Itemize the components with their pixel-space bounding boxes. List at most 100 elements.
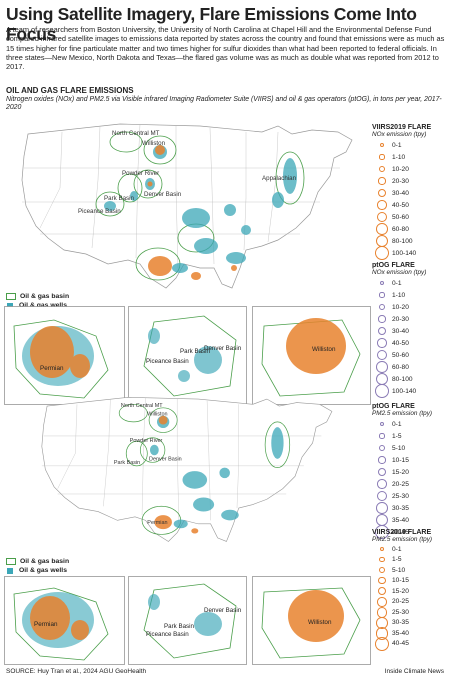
legend-subtitle: PM2.5 emission (tpy) <box>372 536 433 543</box>
legend-label: 40-45 <box>392 640 409 648</box>
legend-circle-icon <box>380 547 384 552</box>
legend-label: 10-20 <box>392 303 409 311</box>
legend-circle-icon <box>376 349 388 361</box>
legend-label: 100-140 <box>392 387 417 395</box>
label-powder-river: Powder River <box>122 170 159 177</box>
legend-item: 15-20 <box>372 586 432 597</box>
legend-circle-icon <box>376 361 388 373</box>
basin-swatch <box>6 293 16 300</box>
label2-powder-river: Powder River <box>130 438 163 444</box>
legend-circle-icon <box>378 177 386 185</box>
legend-circle-icon <box>375 384 389 398</box>
legend-label: 1-5 <box>392 432 402 440</box>
label2-park-basin: Park Basin <box>114 460 140 466</box>
legend-circle-icon <box>376 223 388 235</box>
legend-label: 10-15 <box>392 456 409 464</box>
legend-item: 40-50 <box>372 199 431 211</box>
inset-label-permian: Permian <box>40 365 64 372</box>
legend-label: 40-45 <box>392 528 409 536</box>
legend-label: 30-35 <box>392 504 409 512</box>
legend-item: 100-140 <box>372 246 431 260</box>
legend-item: 40-45 <box>372 525 432 539</box>
legend-circle-icon <box>375 525 389 539</box>
legend-item: 1-5 <box>372 430 432 442</box>
label-williston: Williston <box>142 140 166 147</box>
legend-label: 50-60 <box>392 351 409 359</box>
credit: Inside Climate News <box>384 668 444 675</box>
legend-viirs-nox: VIIRS2019 FLARE NOx emission (tpy) 0-1 1-10… <box>372 124 431 260</box>
legend-item: 20-30 <box>372 175 431 187</box>
inset2-label-park-basin: Park Basin <box>164 623 194 630</box>
legend-circle-icon <box>378 567 386 574</box>
legend-item: 40-50 <box>372 337 426 349</box>
legend-item: 10-20 <box>372 301 426 313</box>
legend-label: 35-40 <box>392 516 409 524</box>
legend-label: 30-35 <box>392 619 409 627</box>
legend-label: 40-50 <box>392 339 409 347</box>
legend-circle-icon <box>378 303 386 311</box>
legend-label: 80-100 <box>392 375 413 383</box>
inset2-label-piceance-basin: Piceance Basin <box>146 631 189 638</box>
legend-label: 60-80 <box>392 363 409 371</box>
legend-item: 100-140 <box>372 384 426 398</box>
section-title: OIL AND GAS FLARE EMISSIONS <box>6 86 134 95</box>
legend-label: 20-25 <box>392 598 409 606</box>
legend-label: 0-1 <box>392 279 402 287</box>
legend-title: VIIRS2019 FLARE <box>372 529 432 536</box>
inset2-label-williston: Williston <box>308 619 332 626</box>
legend-circle-icon <box>377 467 387 477</box>
legend-subtitle: PM2.5 emission (tpy) <box>372 410 433 417</box>
wells-swatch <box>7 302 13 309</box>
legend-circle-icon <box>379 292 385 298</box>
legend-item: 5-10 <box>372 442 432 454</box>
legend-circle-icon <box>375 636 389 651</box>
legend-label: 60-80 <box>392 225 409 233</box>
intro-text: A team of researchers from Boston Univer… <box>6 25 445 72</box>
legend-circle-icon <box>377 326 387 336</box>
legend-title: ptOG FLARE <box>372 403 415 410</box>
legend-item: 20-30 <box>372 313 426 325</box>
legend-subtitle: NOx emission (tpy) <box>372 131 427 138</box>
legend-label: 25-30 <box>392 492 409 500</box>
legend-item: 5-10 <box>372 565 432 576</box>
legend-label: 80-100 <box>392 237 413 245</box>
legend-label: 50-60 <box>392 213 409 221</box>
legend-circle-icon <box>377 200 387 210</box>
legend-label: 25-30 <box>392 608 409 616</box>
map-key-top: Oil & gas basin Oil & gas wells <box>6 292 69 310</box>
us-map-nox-svg: North Central MT Williston Powder River … <box>21 123 353 289</box>
inset-label-park-basin: Park Basin <box>180 348 210 355</box>
legend-ptog-nox: ptOG FLARE NOx emission (tpy) 0-1 1-10 10-20… <box>372 262 427 398</box>
legend-circle-icon <box>378 315 386 323</box>
legend-label: 100-140 <box>392 249 417 257</box>
label-denver-basin: Denver Basin <box>144 191 182 198</box>
key2-basin-label: Oil & gas basin <box>20 558 70 565</box>
legend-circle-icon <box>379 557 385 563</box>
legend-circle-icon <box>380 281 384 285</box>
legend-label: 0-1 <box>392 545 402 553</box>
inset-row-nox: Permian Park Basin Denver Basin Piceance… <box>4 306 371 405</box>
legend-item: 30-40 <box>372 187 431 199</box>
legend-label: 5-10 <box>392 444 406 452</box>
legend-label: 40-50 <box>392 201 409 209</box>
map-key-bottom: Oil & gas basin Oil & gas wells <box>6 557 69 575</box>
key-basin-label: Oil & gas basin <box>20 293 70 300</box>
label-north-central-mt: North Central MT <box>112 130 160 137</box>
legend-subtitle: NOx emission (tpy) <box>372 269 427 276</box>
legend-item: 0-1 <box>372 418 432 430</box>
legend-viirs-pm25: VIIRS2019 FLARE PM2.5 emission (tpy) 0-1 1-… <box>372 529 433 651</box>
map-subtitle: Nitrogen oxides (NOx) and PM2.5 via Visi… <box>6 96 442 112</box>
legend-circle-icon <box>380 422 384 426</box>
legend-item: 30-40 <box>372 325 426 337</box>
legend-circle-icon <box>375 246 389 260</box>
legend-circle-icon <box>376 502 388 514</box>
legend-item: 1-10 <box>372 151 431 163</box>
label-piceance-basin: Piceance Basin <box>78 208 121 215</box>
legend-circle-icon <box>377 338 387 348</box>
legend-item: 60-80 <box>372 223 431 235</box>
legend-label: 30-40 <box>392 327 409 335</box>
legend-item: 60-80 <box>372 361 426 373</box>
legend-label: 10-20 <box>392 165 409 173</box>
inset2-label-permian: Permian <box>34 621 58 628</box>
legend-label: 10-15 <box>392 577 409 585</box>
